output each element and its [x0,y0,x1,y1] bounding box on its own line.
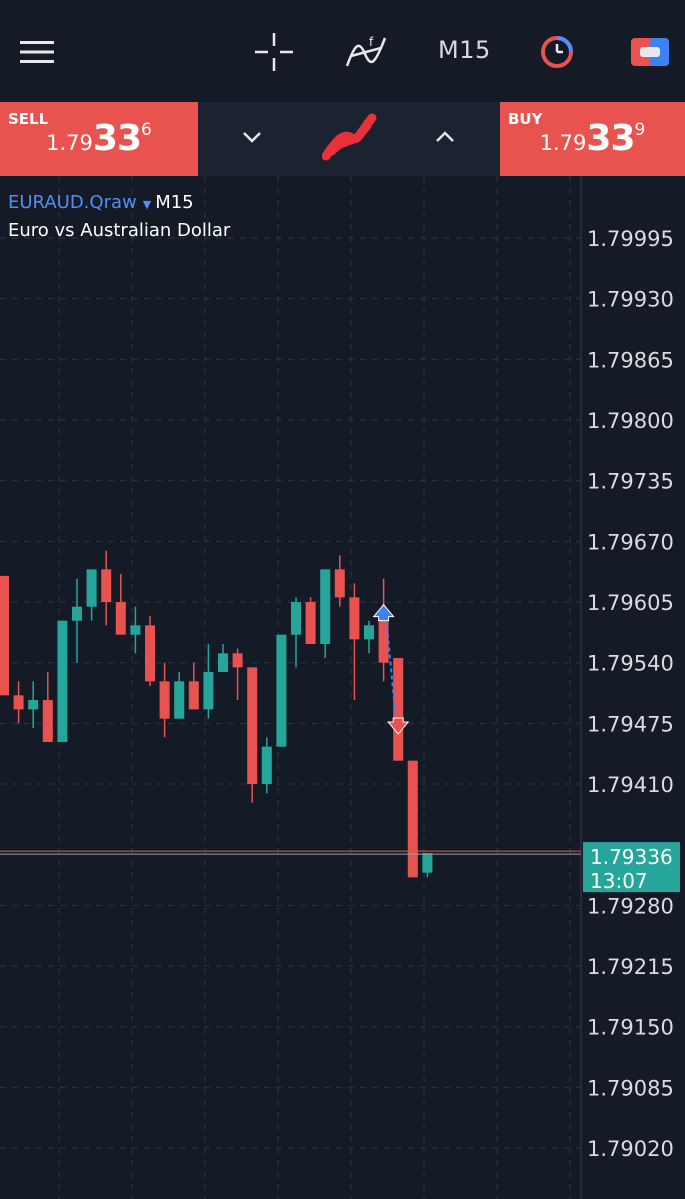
y-tick-label: 1.79215 [587,955,674,979]
candle-bull [364,625,374,640]
y-tick-label: 1.79865 [587,348,674,372]
y-tick-label: 1.79800 [587,409,674,433]
top-toolbar: f M15 [0,0,685,102]
candle-bear [101,569,112,603]
candle-bull [276,634,287,747]
symbol-name[interactable]: EURAUD.Qraw [8,192,137,213]
y-tick-label: 1.79085 [587,1076,674,1100]
candle-bear [232,653,243,668]
candle-bull [320,569,331,645]
price-chart[interactable]: 1.79995 1.79930 1.79865 1.79800 1.79735 1.796… [0,176,685,1199]
y-tick-label: 1.79995 [587,227,674,251]
hamburger-icon[interactable] [20,40,54,64]
buy-price: 1.79339 [539,118,646,159]
candle-bear [349,597,360,640]
candle-bear [247,667,258,785]
trade-bar: SELL 1.79336 BUY 1.79339 [0,102,685,176]
candle-bear [145,625,155,682]
clock-icon[interactable] [537,35,575,69]
chevron-up-icon[interactable] [435,130,455,144]
candle-bull [28,700,39,710]
candle-bull [57,620,68,743]
candle-bull [72,606,82,621]
candle-countdown: 13:07 [590,869,648,893]
candle-bull [261,746,272,785]
dropdown-icon[interactable]: ▼ [142,198,152,211]
candle-bear [305,602,316,645]
candle-bear [334,569,345,598]
chevron-down-icon[interactable] [242,130,262,144]
sell-arrow-icon [387,717,410,735]
candle-bull [174,681,185,719]
timeframe-button[interactable]: M15 [438,36,491,64]
candle-bear [115,602,126,635]
sell-label: SELL [8,110,49,128]
candle-bear [407,760,418,878]
y-tick-label: 1.79735 [587,470,674,494]
current-price-box [583,842,680,893]
toggle-icon[interactable] [631,38,669,66]
volume-control [198,102,500,176]
candle-bear [13,695,24,710]
y-tick-label: 1.79150 [587,1016,674,1040]
sell-button[interactable]: SELL 1.79336 [0,102,198,176]
y-tick-label: 1.79670 [587,530,674,554]
candle-bull [291,602,301,635]
y-tick-label: 1.79475 [587,712,674,736]
symbol-header[interactable]: EURAUD.Qraw ▼ M15 [8,192,194,213]
candle-bear [393,658,404,761]
buy-arrow-icon [372,603,395,622]
candle-bull [422,853,433,873]
y-tick-label: 1.79930 [587,288,674,312]
buy-button[interactable]: BUY 1.79339 [500,102,685,176]
sell-price: 1.79336 [46,118,152,159]
candle-bull [130,625,141,635]
candle-bear [188,681,199,710]
crosshair-icon[interactable] [255,33,293,71]
current-price-value: 1.79336 [590,845,673,869]
candle-bear [159,681,170,719]
symbol-description: Euro vs Australian Dollar [8,220,231,241]
symbol-timeframe: M15 [155,192,194,213]
trade-connector [384,612,398,723]
redacted-scribble-icon [322,113,377,161]
candle-bull [203,672,214,710]
buy-label: BUY [508,110,543,128]
candle-bear [0,575,9,696]
svg-text:f: f [369,35,374,49]
candle-bull [86,569,97,607]
candle-bear [378,611,389,663]
y-tick-label: 1.79605 [587,591,674,615]
candle-bull [218,653,228,673]
indicators-icon[interactable]: f [345,34,387,70]
candle-bear [42,700,53,743]
y-tick-label: 1.79410 [587,773,674,797]
y-tick-label: 1.79020 [587,1137,674,1161]
y-tick-label: 1.79280 [587,894,674,918]
y-tick-label: 1.79540 [587,652,674,676]
